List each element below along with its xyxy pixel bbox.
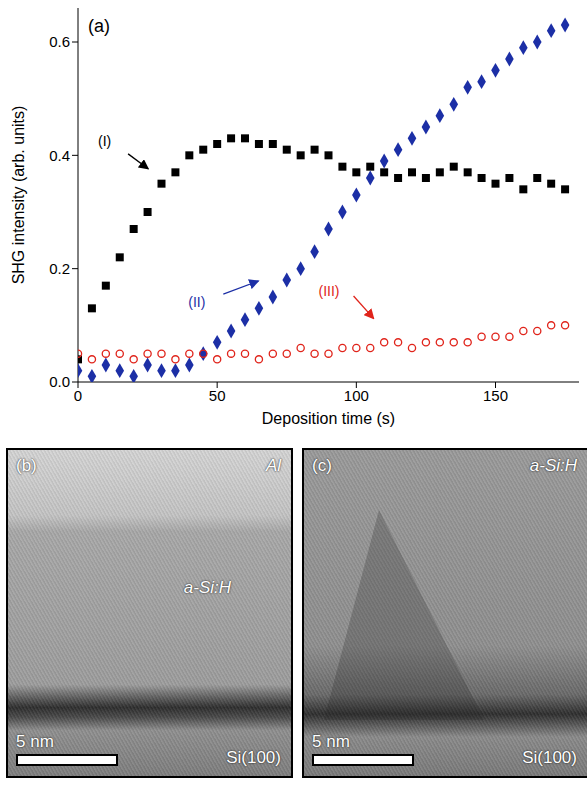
svg-text:0: 0 [74, 387, 82, 404]
html-text:5 nm: 5 nm [312, 732, 350, 751]
svg-text:SHG intensity (arb. units): SHG intensity (arb. units) [10, 106, 27, 285]
html-text:(c): (c) [312, 456, 332, 475]
html-text:a-Si:H: a-Si:H [529, 456, 577, 475]
svg-text:0.0: 0.0 [49, 373, 70, 390]
html-text:Si(100): Si(100) [226, 748, 281, 767]
html-text:(b): (b) [16, 456, 37, 475]
svg-text:100: 100 [344, 387, 369, 404]
svg-text:0.4: 0.4 [49, 147, 70, 164]
svg-text:(II): (II) [188, 294, 205, 310]
svg-text:50: 50 [209, 387, 226, 404]
html-text:a-Si:H: a-Si:H [183, 578, 231, 597]
svg-text:(a): (a) [88, 16, 110, 36]
svg-text:(I): (I) [98, 133, 111, 149]
svg-text:Deposition time (s): Deposition time (s) [262, 410, 395, 427]
svg-text:(III): (III) [318, 283, 339, 299]
html-text:Si(100): Si(100) [522, 748, 577, 767]
svg-text:0.6: 0.6 [49, 33, 70, 50]
html-text:Al: Al [265, 456, 281, 475]
html-text:5 nm: 5 nm [16, 732, 54, 751]
svg-text:150: 150 [483, 387, 508, 404]
svg-text:0.2: 0.2 [49, 260, 70, 277]
